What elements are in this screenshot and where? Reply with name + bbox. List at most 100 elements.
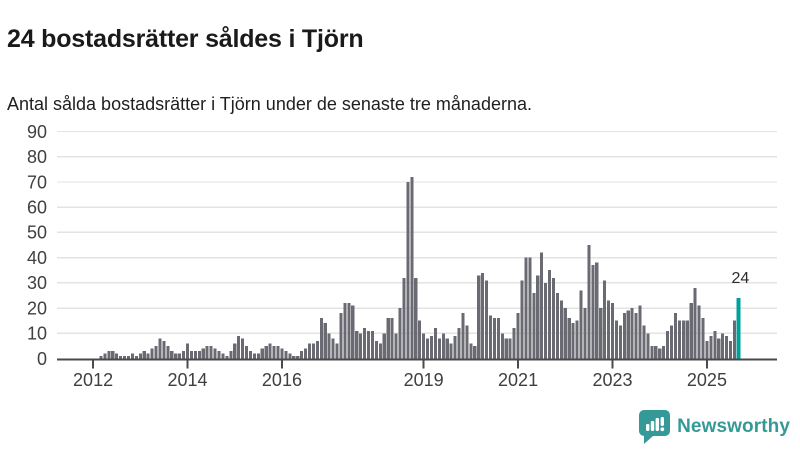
bar (327, 333, 331, 359)
bar (158, 338, 162, 359)
bar (315, 340, 319, 359)
bar (677, 320, 681, 359)
bar (225, 356, 229, 359)
bar (378, 343, 382, 359)
bar (563, 308, 567, 359)
bar (402, 277, 406, 359)
newsworthy-icon (639, 410, 671, 444)
bar (555, 292, 559, 359)
bar (213, 348, 217, 359)
bar (406, 182, 410, 359)
newsworthy-logo[interactable]: Newsworthy (639, 409, 790, 445)
x-axis-year-label: 2016 (262, 370, 302, 390)
y-axis-tick-label: 40 (27, 248, 47, 268)
bar (685, 320, 689, 359)
bar (307, 343, 312, 359)
bar (272, 345, 276, 359)
highlighted-bar (736, 298, 741, 359)
logo-bar-3 (655, 418, 660, 431)
bar (126, 356, 131, 359)
bar (626, 310, 630, 359)
bar (622, 313, 626, 359)
bar (209, 345, 213, 359)
bar (178, 353, 182, 359)
bar (630, 308, 634, 359)
x-axis-year-label: 2014 (167, 370, 207, 390)
bar (256, 353, 260, 359)
bar (481, 272, 485, 359)
bar (244, 345, 249, 359)
bar (363, 328, 367, 359)
bar (115, 353, 119, 359)
bar (500, 333, 504, 359)
bar (693, 287, 697, 359)
bar (488, 315, 493, 359)
bar (705, 340, 709, 359)
bar (658, 348, 662, 359)
bar (288, 353, 292, 359)
bar (166, 345, 170, 359)
bar (559, 300, 563, 359)
bar (260, 348, 264, 359)
bar (496, 318, 500, 359)
x-axis-year-label: 2012 (73, 370, 113, 390)
bar (445, 338, 449, 359)
bar (414, 277, 418, 359)
bar (170, 350, 174, 359)
bar (418, 320, 422, 359)
bar (410, 176, 414, 359)
bar (437, 338, 441, 359)
bar (366, 330, 371, 359)
brand-wordmark: Newsworthy (677, 416, 790, 437)
x-axis-year-label: 2021 (498, 370, 538, 390)
bar (268, 343, 272, 359)
bar (174, 353, 178, 359)
bar (252, 353, 256, 359)
bar (516, 313, 520, 359)
bar (603, 280, 607, 359)
bar (485, 280, 489, 359)
bar (335, 343, 339, 359)
bar (725, 335, 729, 359)
bar (370, 330, 375, 359)
speech-bubble-shape (639, 410, 671, 444)
logo-exclamation-stem (660, 417, 665, 426)
bar (689, 303, 693, 359)
bar (508, 338, 512, 359)
bar (673, 313, 678, 359)
bar (713, 330, 717, 359)
bar (374, 340, 378, 359)
y-axis-tick-label: 70 (27, 172, 47, 192)
bar (221, 353, 225, 359)
bar (465, 325, 469, 359)
bar (182, 350, 186, 359)
bar (575, 320, 579, 359)
bar (398, 308, 402, 359)
bar (422, 333, 426, 359)
bar (441, 333, 445, 359)
bar (614, 320, 618, 359)
bar (296, 356, 300, 359)
bar (138, 353, 142, 359)
x-axis-year-label: 2019 (404, 370, 444, 390)
bar (473, 345, 477, 359)
bar (304, 348, 308, 359)
bar (433, 328, 437, 359)
bar (331, 338, 335, 359)
bar (241, 338, 245, 359)
bar (123, 356, 127, 359)
bar (107, 350, 111, 359)
bar (492, 318, 496, 359)
y-axis-tick-label: 90 (27, 122, 47, 142)
bar (610, 303, 615, 359)
bar (662, 345, 666, 359)
bar (323, 323, 327, 359)
bar (217, 350, 221, 359)
bar (721, 333, 725, 359)
bar (429, 335, 434, 359)
x-axis-year-label: 2023 (592, 370, 632, 390)
bar (709, 335, 713, 359)
bar (650, 345, 654, 359)
y-axis-tick-label: 20 (27, 298, 47, 318)
bar (520, 280, 524, 359)
